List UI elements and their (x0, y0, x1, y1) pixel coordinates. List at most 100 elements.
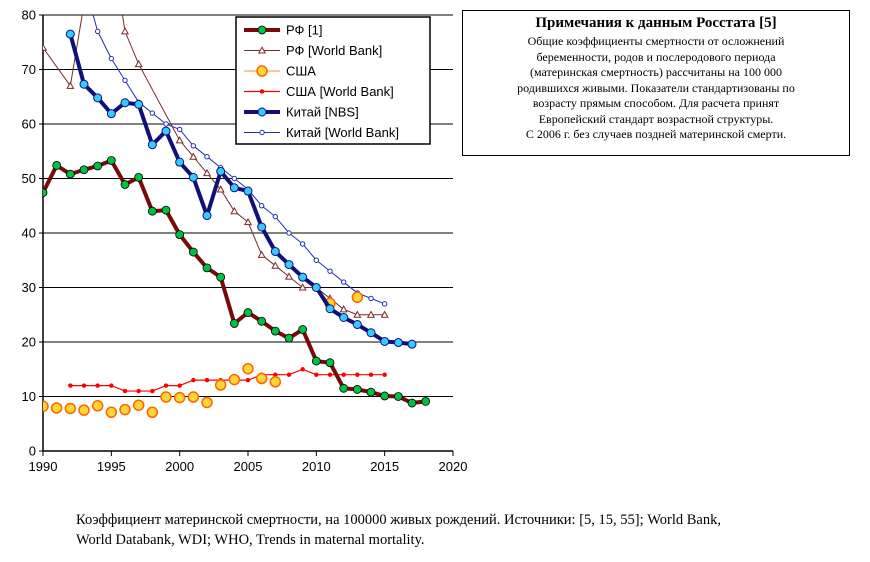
data-point (228, 373, 241, 386)
data-point (284, 333, 294, 343)
data-point (242, 362, 254, 375)
data-point (163, 121, 169, 127)
data-point (188, 247, 198, 257)
data-point (421, 397, 431, 406)
data-point (257, 222, 267, 232)
data-point (270, 326, 280, 336)
data-point (120, 98, 130, 108)
data-point (81, 383, 87, 388)
data-point (245, 377, 251, 383)
data-point (105, 406, 118, 419)
data-point (298, 325, 308, 334)
data-point (380, 310, 389, 318)
data-point (134, 173, 144, 182)
series-line (70, 368, 385, 392)
note-line: возрасту прямым способом. Для расчета пр… (532, 96, 780, 110)
legend-label: РФ [World Bank] (286, 43, 382, 58)
data-point (50, 402, 63, 414)
data-point (120, 180, 130, 189)
data-point (325, 358, 335, 368)
data-point (175, 230, 185, 240)
data-point (134, 59, 143, 68)
data-point (202, 263, 212, 273)
data-point (78, 404, 90, 416)
data-point (120, 27, 130, 35)
data-point (163, 383, 169, 388)
data-point (270, 247, 280, 257)
series-0 (43, 156, 431, 408)
data-point (94, 28, 101, 35)
data-point (93, 93, 103, 103)
data-point (147, 140, 157, 150)
data-point (339, 312, 349, 322)
note-line: Европейский стандарт возрастной структур… (538, 111, 774, 126)
legend-label: США (286, 64, 316, 79)
data-point (380, 391, 390, 401)
data-point (161, 205, 171, 215)
legend-entry: США [World Bank] (244, 84, 394, 99)
data-point (243, 217, 253, 226)
y-tick-label: 70 (22, 62, 36, 77)
data-point (188, 172, 198, 182)
legend-swatch-marker (257, 46, 267, 54)
y-tick-label: 50 (22, 171, 36, 186)
note-line: родившихся живыми. Показатели стандартиз… (517, 80, 795, 95)
legend-label: Китай [NBS] (286, 105, 359, 120)
data-point (351, 291, 364, 304)
caption: Коэффициент материнской смертности, на 1… (76, 512, 721, 548)
data-point (79, 165, 89, 175)
data-point (284, 260, 294, 270)
data-point (150, 388, 155, 394)
note-body: Общие коэффициенты смертности от осложне… (463, 34, 849, 143)
legend-entry: США (244, 64, 316, 79)
x-tick-label: 2015 (370, 459, 399, 474)
legend-swatch-marker (259, 89, 265, 94)
data-point (43, 188, 48, 198)
data-point (381, 301, 388, 307)
x-tick-label: 1995 (97, 459, 126, 474)
data-point (189, 152, 198, 160)
data-point (43, 400, 49, 413)
series-layer (43, 15, 431, 419)
note-line: беременности, родов и послеродового пери… (536, 49, 776, 64)
series-line (43, 158, 426, 406)
data-point (257, 316, 267, 326)
data-point (231, 175, 238, 182)
data-point (146, 406, 159, 419)
legend-swatch-marker (256, 65, 268, 77)
data-point (175, 157, 185, 167)
data-point (122, 77, 128, 84)
data-point (407, 339, 417, 349)
data-point (230, 206, 239, 215)
data-point (255, 372, 268, 385)
legend-swatch-marker (257, 107, 267, 117)
y-tick-label: 80 (22, 8, 36, 23)
data-point (368, 295, 374, 302)
y-tick-label: 10 (22, 389, 36, 404)
data-point (136, 388, 141, 394)
series-2 (43, 291, 364, 419)
data-point (149, 110, 156, 116)
note-title: Примечания к данным Росстата [5] (535, 15, 777, 31)
data-point (314, 372, 319, 377)
legend-entry: Китай [NBS] (244, 105, 359, 120)
data-point (286, 372, 292, 377)
data-point (95, 383, 100, 388)
data-point (202, 168, 212, 177)
data-point (272, 213, 279, 220)
legend: РФ [1] РФ [World Bank] США США [World Bank]… (235, 16, 431, 145)
data-point (339, 305, 348, 313)
data-point (299, 241, 306, 247)
data-point (393, 392, 403, 401)
data-point (43, 43, 48, 51)
data-point (173, 391, 186, 404)
axes (39, 14, 454, 456)
data-point (119, 403, 131, 416)
data-point (258, 203, 265, 209)
legend-label: США [World Bank] (286, 84, 394, 99)
data-point (327, 372, 333, 377)
data-point (313, 257, 320, 263)
tick-labels: 0 10 20 30 40 50 60 70 80 1990 1995 2000 2005 2010 201… (22, 8, 468, 475)
legend-entry: РФ [1] (244, 23, 322, 38)
legend-entry: Китай [World Bank] (244, 125, 399, 140)
